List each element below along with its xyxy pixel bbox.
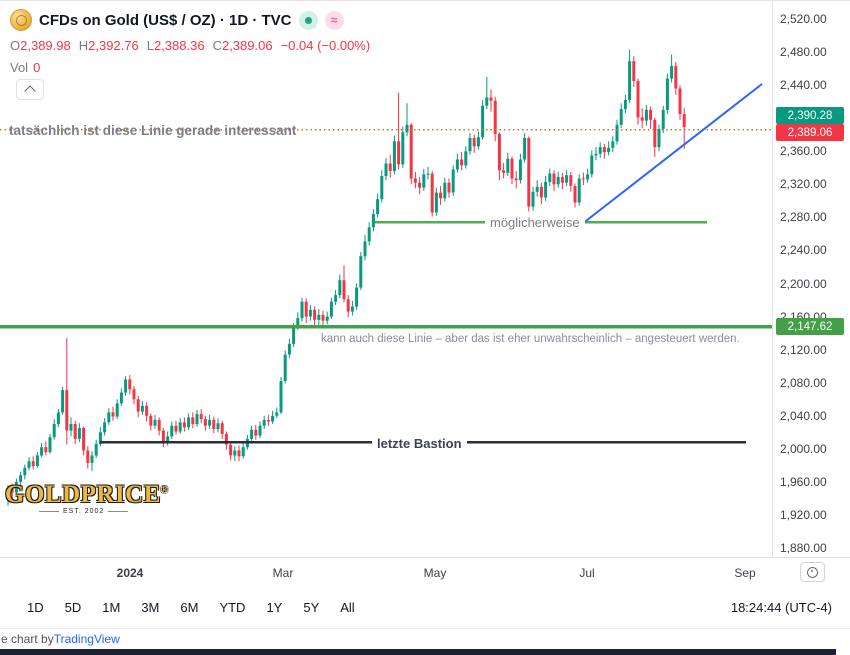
candlestick-svg [0, 49, 772, 506]
price-tick: 1,920.00 [780, 507, 827, 522]
low-pair: L 2,388.36 [147, 38, 205, 53]
symbol-title: CFDs on Gold (US$ / OZ) · 1D · TVC [39, 11, 292, 29]
range-button-1m[interactable]: 1M [93, 596, 129, 619]
attribution-prefix: e chart by [1, 632, 54, 646]
low-label: L [146, 38, 154, 53]
price-badge: 2,390.28 [776, 107, 844, 125]
collapse-legend-button[interactable] [16, 79, 44, 100]
est-row: EST. 2002 [39, 508, 168, 515]
open-value: 2,389.98 [20, 38, 71, 53]
range-button-all[interactable]: All [331, 596, 363, 619]
attribution-footer: e chart by TradingView [0, 628, 850, 649]
price-tick: 2,280.00 [780, 210, 827, 225]
range-button-6m[interactable]: 6M [171, 596, 207, 619]
ohlc-row: O 2,389.98 H 2,392.76 L 2,388.36 C 2,389.06 … [10, 38, 370, 53]
market-status-icon[interactable] [298, 10, 318, 30]
price-tick: 2,520.00 [780, 12, 827, 26]
range-button-1d[interactable]: 1D [18, 596, 53, 619]
session-clock: 18:24:44 (UTC-4) [730, 600, 832, 615]
gold-symbol-icon [10, 9, 32, 31]
price-tick: 2,000.00 [780, 441, 827, 456]
registered-mark: ® [160, 484, 169, 495]
time-tick: May [423, 566, 447, 580]
price-tick: 2,200.00 [780, 276, 827, 291]
high-pair: H 2,392.76 [79, 38, 139, 53]
go-to-date-icon[interactable] [800, 562, 825, 582]
goldprice-logo: GOLDPRICE® [5, 482, 168, 507]
clock-circle [807, 566, 818, 578]
tradingview-link[interactable]: TradingView [53, 632, 120, 646]
close-label: C [212, 38, 222, 53]
price-tick: 1,880.00 [780, 541, 827, 555]
interessant-label[interactable]: tatsächlich ist diese Linie gerade inter… [9, 123, 297, 138]
coin-detail [15, 14, 27, 26]
price-tick: 2,440.00 [780, 78, 827, 93]
price-tick: 2,120.00 [780, 342, 827, 357]
time-tick: 2024 [116, 566, 144, 580]
symbol-title-row[interactable]: CFDs on Gold (US$ / OZ) · 1D · TVC ≈ [10, 9, 370, 31]
range-button-3m[interactable]: 3M [132, 596, 168, 619]
price-tick: 2,240.00 [780, 243, 827, 258]
moeglicherweise-label[interactable]: möglicherweise [485, 214, 585, 232]
goldprice-logo-text: GOLDPRICE [5, 481, 161, 508]
delayed-data-icon[interactable]: ≈ [324, 10, 344, 30]
range-buttons: 1D 5D 1M 3M 6M YTD 1Y 5Y All [18, 596, 364, 619]
candles-group[interactable] [6, 49, 686, 506]
open-label: O [10, 38, 21, 53]
price-tick: 2,360.00 [780, 144, 827, 159]
range-button-5y[interactable]: 5Y [294, 596, 328, 619]
range-button-ytd[interactable]: YTD [210, 596, 254, 619]
range-button-1y[interactable]: 1Y [257, 596, 291, 619]
chart-pane[interactable]: GOLDPRICE® EST. 2002 CFDs on Gold (US$ /… [0, 1, 772, 557]
unlikely-label[interactable]: kann auch diese Linie – aber das ist ehe… [321, 333, 740, 345]
footer-dark-bar [0, 649, 836, 655]
time-axis[interactable]: 2024 Mar May Jul Sep [0, 557, 850, 588]
price-tick: 2,320.00 [780, 177, 827, 192]
low-value: 2,388.36 [153, 38, 205, 53]
close-value: 2,389.06 [221, 38, 273, 53]
price-tick: 2,040.00 [780, 408, 827, 423]
price-axis[interactable]: 2,520.00 2,480.00 2,440.00 2,360.00 2,320.00… [772, 1, 850, 557]
price-tick: 2,480.00 [780, 45, 827, 60]
est-divider-left [39, 511, 59, 512]
trend-line[interactable] [581, 83, 763, 225]
high-label: H [78, 38, 89, 53]
volume-label: Vol [10, 60, 29, 75]
est-divider-right [108, 511, 129, 512]
price-badge: 2,147.62 [776, 318, 844, 336]
est-text: EST. 2002 [63, 508, 105, 515]
volume-row: Vol 0 [10, 60, 370, 75]
price-badge: 2,389.06 [776, 124, 844, 142]
price-tick: 2,080.00 [780, 375, 827, 390]
chevron-up-icon [24, 85, 36, 97]
price-tick: 1,960.00 [780, 474, 827, 489]
high-value: 2,392.76 [88, 38, 139, 53]
letzte-bastion-label[interactable]: letzte Bastion [372, 435, 467, 453]
time-tick: Mar [272, 566, 294, 580]
bottom-toolbar: 1D 5D 1M 3M 6M YTD 1Y 5Y All 18:24:44 (UTC-4) [0, 587, 850, 628]
volume-value: 0 [33, 60, 41, 75]
goldprice-watermark: GOLDPRICE® EST. 2002 [5, 482, 168, 515]
time-tick: Sep [734, 566, 756, 580]
range-button-5d[interactable]: 5D [56, 596, 91, 619]
market-status-dot [304, 16, 312, 24]
chart-legend: CFDs on Gold (US$ / OZ) · 1D · TVC ≈ O 2,… [10, 9, 370, 75]
close-pair: C 2,389.06 [213, 38, 273, 53]
open-pair: O 2,389.98 [10, 38, 71, 53]
time-tick: Jul [579, 566, 595, 580]
change-value: −0.04 (−0.00%) [280, 38, 371, 53]
